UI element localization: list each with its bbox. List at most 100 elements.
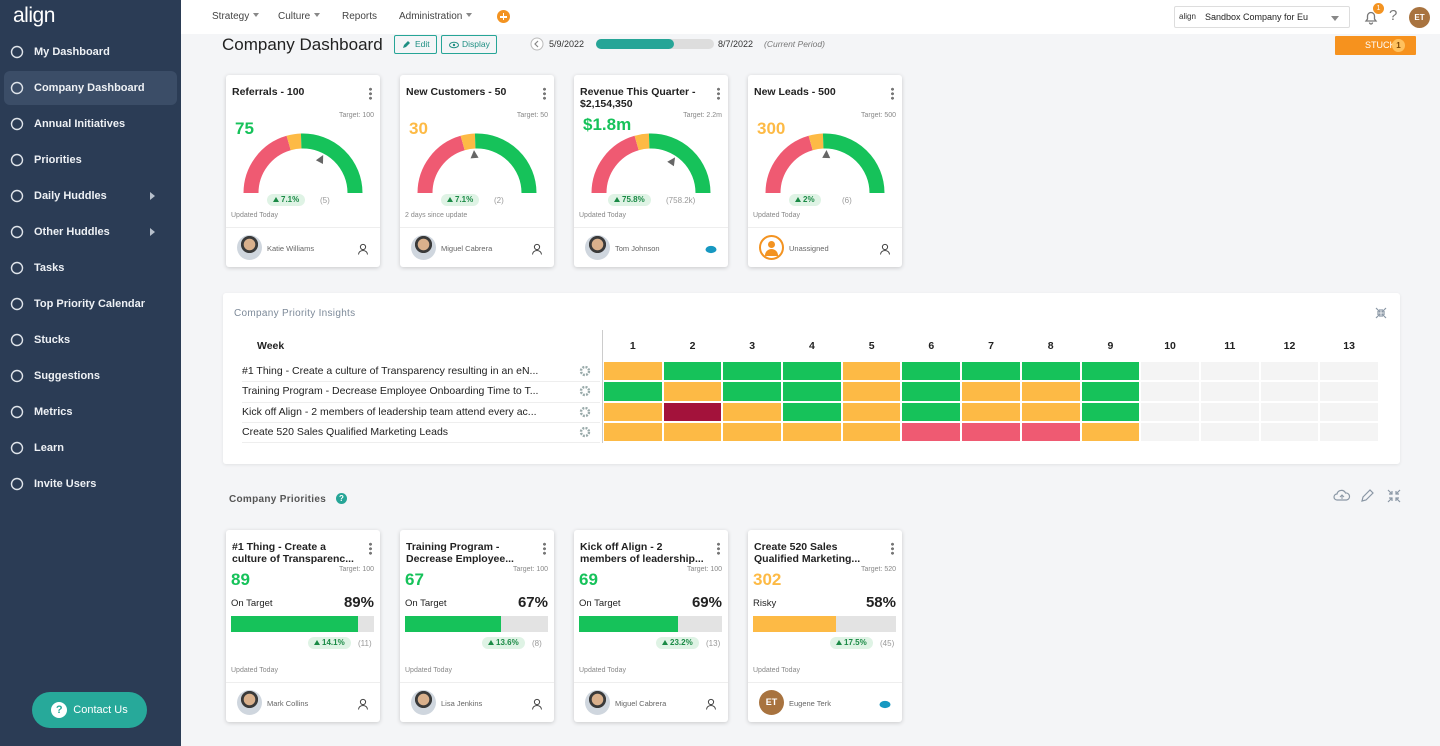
priority-card[interactable]: Kick off Align - 2 members of leadership…: [574, 530, 728, 722]
heat-cell: [1020, 401, 1081, 422]
nav-icon: [10, 297, 24, 311]
nav-label[interactable]: Tasks: [34, 262, 65, 274]
nav-label[interactable]: Metrics: [34, 406, 73, 418]
user-avatar[interactable]: ET: [1409, 7, 1430, 28]
nav-icon: [10, 369, 24, 383]
person-icon[interactable]: [705, 698, 717, 710]
nav-label[interactable]: Annual Initiatives: [34, 118, 126, 130]
cloud-icon[interactable]: [1333, 489, 1351, 501]
card-title: New Customers - 50: [406, 86, 507, 98]
top-nav-item[interactable]: Strategy: [212, 11, 259, 22]
menu-icon[interactable]: [891, 542, 894, 555]
gauge-red: [591, 135, 640, 194]
menu-icon[interactable]: [543, 87, 546, 100]
nav-item[interactable]: Learn: [4, 431, 177, 465]
nav-label[interactable]: Suggestions: [34, 370, 101, 382]
person-icon[interactable]: [879, 243, 891, 255]
person-icon[interactable]: [357, 698, 369, 710]
nav-item[interactable]: Company Dashboard: [4, 71, 177, 105]
nav-item[interactable]: Metrics: [4, 395, 177, 429]
salesforce-icon[interactable]: [879, 698, 891, 710]
person-icon[interactable]: [357, 243, 369, 255]
metric-card[interactable]: New Leads - 500 Target: 500 300 2% (6) Update…: [748, 75, 902, 267]
week-number: 3: [749, 340, 756, 352]
bell-icon[interactable]: [1363, 9, 1379, 25]
contact-label[interactable]: Contact Us: [73, 704, 128, 716]
gauge-yellow: [460, 133, 476, 151]
edit-label[interactable]: Edit: [415, 39, 430, 49]
display-button[interactable]: Display: [441, 35, 497, 54]
eye-icon: [449, 41, 459, 49]
nav-label[interactable]: Company Dashboard: [34, 82, 145, 94]
card-title: Create 520 Sales Qualified Marketing...: [754, 541, 861, 565]
nav-label[interactable]: Top Priority Calendar: [34, 298, 146, 310]
display-label[interactable]: Display: [462, 39, 490, 49]
nav-item[interactable]: Priorities: [4, 143, 177, 177]
nav-label[interactable]: Daily Huddles: [34, 190, 107, 202]
heat-cell: [1140, 381, 1200, 402]
collapse-icon[interactable]: [1375, 307, 1387, 319]
icon-shape: [706, 705, 716, 710]
icon-shape: [10, 405, 24, 419]
menu-icon[interactable]: [717, 87, 720, 100]
nav-item[interactable]: Invite Users: [4, 467, 177, 501]
person-icon[interactable]: [531, 243, 543, 255]
priorities-title: Company Priorities: [229, 494, 327, 505]
priorities-help[interactable]: ?: [336, 493, 347, 504]
nav-label[interactable]: Priorities: [34, 154, 82, 166]
heat-cell: [603, 401, 663, 422]
priority-card[interactable]: Create 520 Sales Qualified Marketing... T…: [748, 530, 902, 722]
stucks-label[interactable]: STUCKS: [1365, 40, 1402, 50]
metric-card[interactable]: Referrals - 100 Target: 100 75 7.1% (5) Updat…: [226, 75, 380, 267]
metric-card[interactable]: Revenue This Quarter - $2,154,350 Target:…: [574, 75, 728, 267]
top-nav-item[interactable]: Culture: [278, 11, 320, 22]
nav-item[interactable]: Suggestions: [4, 359, 177, 393]
priority-card[interactable]: #1 Thing - Create a culture of Transpare…: [226, 530, 380, 722]
top-nav-item[interactable]: Reports: [342, 11, 378, 22]
menu-icon[interactable]: [369, 542, 372, 555]
stucks-button[interactable]: STUCKS 1: [1335, 36, 1416, 55]
menu-icon[interactable]: [891, 87, 894, 100]
edit-button[interactable]: Edit: [394, 35, 437, 54]
pencil-icon[interactable]: [1361, 489, 1374, 502]
salesforce-icon[interactable]: [705, 243, 717, 255]
add-button[interactable]: [497, 10, 510, 23]
week-number: 1: [629, 340, 636, 352]
settings-icon[interactable]: [579, 426, 591, 438]
gauge-needle: [315, 155, 324, 164]
metric-card[interactable]: New Customers - 50 Target: 50 30 7.1% (2) 2 d…: [400, 75, 554, 267]
nav-item[interactable]: Stucks: [4, 323, 177, 357]
icon-shape: [707, 698, 715, 706]
nav-item[interactable]: Top Priority Calendar: [4, 287, 177, 321]
status-label: On Target: [231, 598, 273, 609]
menu-icon[interactable]: [543, 542, 546, 555]
top-nav-item[interactable]: Administration: [399, 11, 472, 22]
priority-card[interactable]: Training Program - Decrease Employee... T…: [400, 530, 554, 722]
select-arrow: [1331, 16, 1339, 25]
nav-item[interactable]: Daily Huddles: [4, 179, 177, 213]
heat-cell: [961, 401, 1021, 422]
nav-item[interactable]: Other Huddles: [4, 215, 177, 249]
nav-label[interactable]: Other Huddles: [34, 226, 110, 238]
menu-icon[interactable]: [369, 87, 372, 100]
owner-avatar: [411, 235, 436, 260]
nav-item[interactable]: Annual Initiatives: [4, 107, 177, 141]
nav-item[interactable]: My Dashboard: [4, 35, 177, 69]
nav-label[interactable]: Invite Users: [34, 478, 97, 490]
nav-label[interactable]: Stucks: [34, 334, 71, 346]
prev-period-button[interactable]: [530, 37, 544, 51]
change-count: (6): [842, 196, 852, 205]
nav-label[interactable]: My Dashboard: [34, 46, 110, 58]
nav-item[interactable]: Tasks: [4, 251, 177, 285]
settings-icon[interactable]: [579, 365, 591, 377]
contact-button[interactable]: ? Contact Us: [32, 692, 147, 728]
person-icon[interactable]: [531, 698, 543, 710]
menu-icon[interactable]: [717, 542, 720, 555]
settings-icon[interactable]: [579, 385, 591, 397]
nav-label[interactable]: Learn: [34, 442, 64, 454]
collapse-icon[interactable]: [1387, 489, 1401, 503]
settings-icon[interactable]: [579, 406, 591, 418]
card-title: #1 Thing - Create a culture of Transpare…: [232, 541, 354, 565]
company-select[interactable]: align Sandbox Company for Eu: [1174, 6, 1350, 28]
help-icon[interactable]: ?: [1389, 7, 1398, 24]
